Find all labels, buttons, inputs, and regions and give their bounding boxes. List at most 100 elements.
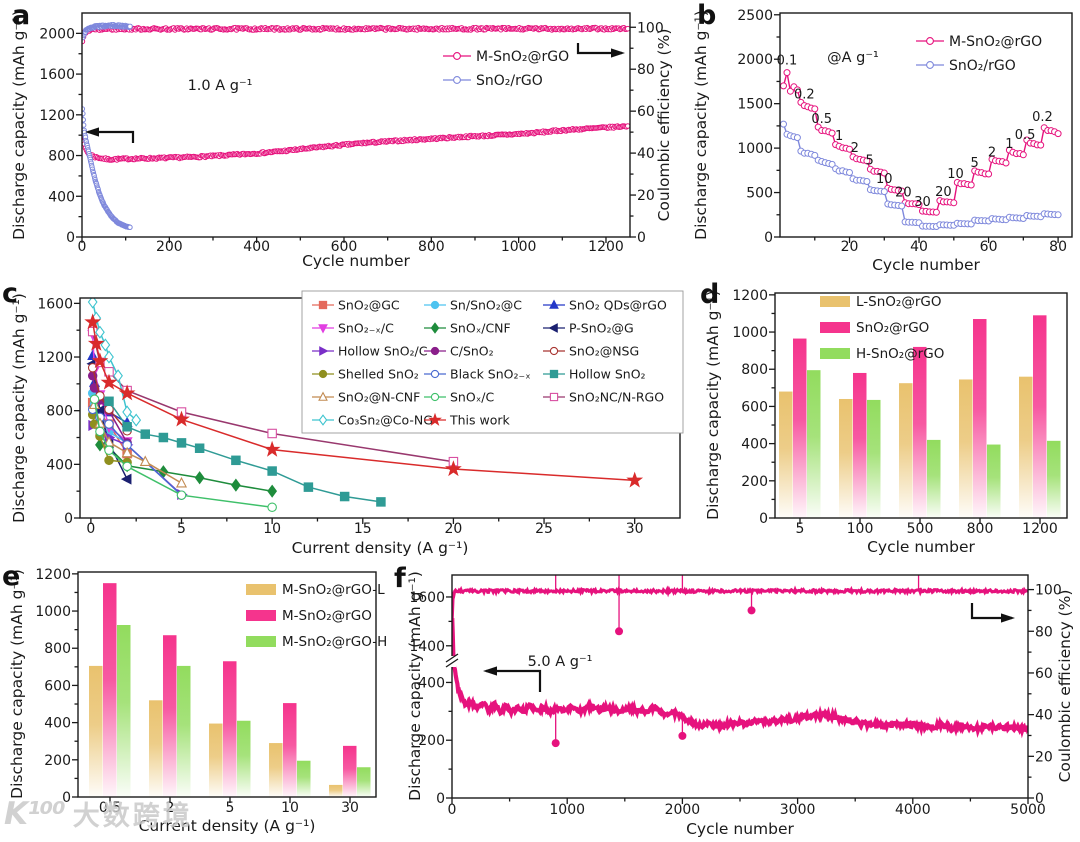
- series-point: [376, 497, 386, 507]
- svg-text:1600: 1600: [37, 296, 73, 312]
- svg-text:800: 800: [741, 362, 768, 378]
- svg-text:20: 20: [637, 188, 655, 204]
- svg-text:30: 30: [626, 521, 644, 537]
- svg-text:3000: 3000: [780, 802, 816, 818]
- series-point: [231, 455, 241, 466]
- bar-M-SnO₂@rGO-H-2: [177, 665, 191, 797]
- svg-text:SnO₂@N-CNF: SnO₂@N-CNF: [338, 390, 420, 405]
- bar-M-SnO₂@rGO-L-5: [209, 723, 223, 797]
- svg-text:20: 20: [841, 239, 859, 255]
- series-point: [176, 438, 187, 448]
- series-point: [175, 476, 188, 488]
- svg-text:0.1: 0.1: [777, 54, 798, 69]
- svg-text:1500: 1500: [737, 97, 773, 113]
- svg-text:Discharge capacity (mAh g⁻¹): Discharge capacity (mAh g⁻¹): [692, 10, 710, 240]
- svg-text:60: 60: [637, 104, 655, 120]
- svg-text:500: 500: [907, 521, 934, 537]
- series-point: [445, 460, 462, 477]
- bar-SnO₂@rGO-800: [973, 319, 987, 518]
- svg-text:1200: 1200: [35, 567, 71, 583]
- svg-text:10: 10: [947, 167, 964, 182]
- legend-marker: [549, 369, 559, 379]
- svg-text:1000: 1000: [35, 604, 71, 620]
- svg-text:5.0 A g⁻¹: 5.0 A g⁻¹: [528, 654, 593, 670]
- series-point: [120, 473, 132, 485]
- svg-text:20: 20: [895, 186, 912, 201]
- series-point: [87, 298, 98, 309]
- svg-text:200: 200: [156, 239, 183, 255]
- svg-text:SnOₓ/C: SnOₓ/C: [450, 390, 494, 405]
- bar-M-SnO₂@rGO-30: [343, 745, 357, 797]
- bar-M-SnO₂@rGO-H-10: [297, 760, 311, 797]
- svg-text:Cycle number: Cycle number: [302, 252, 410, 270]
- svg-text:2: 2: [166, 800, 175, 816]
- svg-text:500: 500: [746, 186, 773, 202]
- svg-text:600: 600: [44, 678, 71, 694]
- svg-text:80: 80: [637, 62, 655, 78]
- bar-SnO₂@rGO-100: [853, 372, 867, 518]
- svg-text:1200: 1200: [1022, 521, 1058, 537]
- svg-text:200: 200: [741, 474, 768, 490]
- svg-text:1200: 1200: [37, 350, 73, 366]
- svg-text:0.5: 0.5: [811, 112, 832, 127]
- legend-marker: [549, 346, 559, 356]
- panel-label-a: a: [12, 0, 31, 31]
- svg-text:@A g⁻¹: @A g⁻¹: [827, 50, 879, 66]
- svg-text:1400: 1400: [409, 639, 445, 655]
- legend-marker: [318, 369, 328, 379]
- bar-M-SnO₂@rGO-10: [283, 703, 297, 797]
- svg-text:0: 0: [637, 230, 646, 246]
- bar-H-SnO₂@rGO-500: [927, 439, 941, 518]
- panel-label-c: c: [2, 278, 19, 309]
- bar-M-SnO₂@rGO-2: [163, 635, 177, 797]
- svg-text:Hollow SnO₂/C: Hollow SnO₂/C: [338, 344, 428, 359]
- svg-text:600: 600: [331, 239, 358, 255]
- legend-marker: [548, 323, 558, 333]
- series-point: [95, 426, 105, 437]
- svg-text:1000: 1000: [549, 802, 585, 818]
- svg-text:5000: 5000: [1010, 802, 1046, 818]
- legend-marker: [549, 299, 559, 309]
- svg-text:Current density (A g⁻¹): Current density (A g⁻¹): [139, 817, 316, 835]
- svg-text:0.2: 0.2: [794, 87, 815, 102]
- legend-marker: [430, 392, 440, 402]
- legend-marker: [428, 412, 442, 426]
- bar-H-SnO₂@rGO-800: [987, 444, 1001, 518]
- svg-text:0: 0: [64, 511, 73, 527]
- series-point: [176, 490, 187, 500]
- svg-text:100: 100: [847, 521, 874, 537]
- legend-marker: [926, 37, 934, 45]
- svg-text:800: 800: [967, 521, 994, 537]
- svg-text:M-SnO₂@rGO: M-SnO₂@rGO: [949, 34, 1042, 50]
- legend-marker: [430, 346, 440, 356]
- series-point: [263, 440, 281, 457]
- svg-text:SnOₓ/CNF: SnOₓ/CNF: [450, 321, 511, 336]
- bar-M-SnO₂@rGO-L-30: [329, 784, 343, 797]
- svg-text:200: 200: [44, 753, 71, 769]
- chart-c-data: [84, 298, 644, 513]
- svg-text:800: 800: [44, 641, 71, 657]
- chart-d: 5 100 500 800 1200 0 200 400 600 800 1000 1200 Cycle…: [704, 288, 1068, 556]
- svg-text:M-SnO₂@rGO: M-SnO₂@rGO: [282, 608, 372, 624]
- svg-text:400: 400: [243, 239, 270, 255]
- svg-text:10: 10: [876, 172, 893, 187]
- chart-f-data: [452, 575, 1028, 748]
- series-point: [231, 478, 241, 492]
- svg-text:2: 2: [851, 141, 859, 156]
- svg-text:M-SnO₂@rGO-L: M-SnO₂@rGO-L: [282, 582, 385, 598]
- series-point: [194, 443, 205, 453]
- series-point: [139, 455, 151, 466]
- svg-text:5: 5: [796, 521, 805, 537]
- svg-text:100: 100: [637, 20, 664, 36]
- svg-text:0: 0: [448, 802, 457, 818]
- panel-label-d: d: [700, 279, 720, 310]
- svg-text:20: 20: [444, 521, 462, 537]
- svg-text:5: 5: [177, 521, 186, 537]
- svg-text:600: 600: [741, 399, 768, 415]
- legend-a: M-SnO₂@rGO SnO₂/rGO: [443, 49, 569, 89]
- chart-e: 0.5 2 5 10 30 0 200 400 600 800 1000 1200 Current de…: [8, 567, 377, 835]
- svg-text:30: 30: [914, 195, 931, 210]
- series-point: [122, 405, 133, 419]
- series-point: [104, 396, 114, 407]
